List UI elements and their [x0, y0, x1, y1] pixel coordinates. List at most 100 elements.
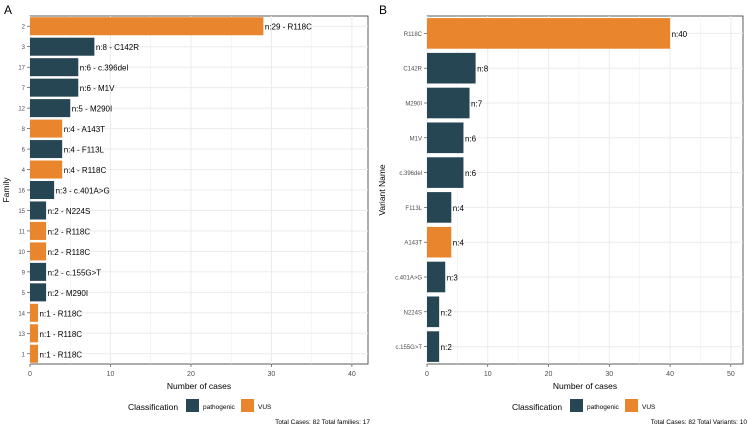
- x-tick-label: 20: [187, 371, 195, 378]
- legend-title: Classification: [512, 402, 562, 412]
- bar: [30, 140, 63, 159]
- y-tick-label: 14: [18, 311, 25, 317]
- x-axis-title: Number of cases: [553, 381, 617, 391]
- y-tick-label: 1: [22, 352, 26, 358]
- y-tick-label: c.396del: [399, 171, 422, 177]
- footnote: Total Cases: 82 Total Variants: 10: [651, 419, 748, 426]
- data-label: n:8: [477, 65, 489, 74]
- bar: [30, 160, 63, 179]
- footnote: Total Cases: 82 Total families: 17: [275, 419, 370, 426]
- y-tick-label: 13: [18, 332, 25, 338]
- bar: [30, 180, 55, 200]
- bar: [30, 201, 47, 220]
- x-axis-title: Number of cases: [167, 381, 231, 391]
- bar: [427, 192, 452, 223]
- bar: [427, 18, 671, 49]
- legend-swatch: [186, 399, 199, 412]
- data-label: n:6 - M1V: [80, 84, 115, 93]
- bar: [30, 324, 39, 343]
- legend-swatch: [625, 399, 638, 412]
- y-tick-label: M1V: [410, 136, 422, 142]
- bar: [427, 157, 464, 188]
- y-tick-label: c.401A>G: [395, 276, 422, 282]
- legend-label: VUS: [258, 404, 272, 411]
- y-tick-label: 6: [22, 148, 26, 154]
- data-label: n:2 - N224S: [48, 207, 91, 216]
- y-tick-label: 10: [18, 250, 25, 256]
- chart-panel-b: Bn:40R118Cn:8C142Rn:7M290In:6M1Vn:6c.396…: [377, 3, 748, 426]
- y-tick-label: 17: [18, 66, 25, 72]
- legend-label: pathogenic: [587, 404, 620, 411]
- data-label: n:2 - c.155G>T: [48, 268, 102, 277]
- data-label: n:4: [453, 204, 465, 213]
- data-label: n:2: [441, 343, 453, 352]
- data-label: n:4 - R118C: [64, 166, 107, 175]
- y-tick-label: 12: [18, 107, 25, 113]
- y-tick-label: 5: [22, 291, 26, 297]
- bar: [30, 221, 47, 240]
- data-label: n:4: [453, 239, 465, 248]
- data-label: n:2 - R118C: [48, 248, 91, 257]
- x-tick-label: 40: [348, 371, 356, 378]
- bar: [427, 226, 452, 258]
- bar: [427, 261, 446, 293]
- y-axis-title: Family: [1, 177, 11, 203]
- y-tick-label: 4: [22, 168, 26, 174]
- bar: [30, 262, 47, 281]
- data-label: n:2 - M290I: [48, 289, 88, 298]
- plot-area: [426, 15, 744, 365]
- x-tick-label: 0: [28, 371, 32, 378]
- data-label: n:7: [471, 100, 483, 109]
- data-label: n:29 - R118C: [265, 23, 312, 32]
- chart-panel-a: An:29 - R118C 2 n:8 - C142R 3 n:6 - c.396del…: [1, 3, 370, 426]
- x-tick-label: 30: [268, 371, 276, 378]
- y-tick-label: 8: [22, 127, 26, 133]
- data-label: n:1 - R118C: [40, 330, 83, 339]
- bar: [30, 283, 47, 302]
- panel-label: A: [4, 3, 12, 17]
- bar: [30, 37, 95, 56]
- y-tick-label: 7: [22, 86, 26, 92]
- y-tick-label: 16: [18, 189, 25, 195]
- y-tick-label: N224S: [404, 310, 422, 316]
- data-label: n:3: [447, 274, 459, 283]
- data-label: n:6: [465, 169, 477, 178]
- legend-label: pathogenic: [203, 404, 236, 411]
- bar: [30, 78, 79, 97]
- bar: [427, 87, 470, 119]
- data-label: n:2 - R118C: [48, 227, 91, 236]
- data-label: n:1 - R118C: [40, 309, 83, 318]
- x-tick-label: 0: [425, 371, 429, 378]
- data-label: n:40: [672, 30, 688, 39]
- bar: [30, 58, 79, 77]
- data-label: n:5 - M290I: [72, 105, 112, 114]
- x-tick-label: 10: [484, 371, 492, 378]
- data-label: n:6 - c.396del: [80, 64, 129, 73]
- bar: [30, 303, 39, 322]
- panel-label: B: [379, 3, 387, 17]
- y-tick-label: 11: [19, 229, 26, 235]
- data-label: n:4 - A143T: [64, 125, 105, 134]
- x-tick-label: 20: [545, 371, 553, 378]
- bar: [427, 52, 476, 84]
- legend-label: VUS: [642, 404, 656, 411]
- y-axis-title: Variant Name: [377, 164, 387, 216]
- x-tick-label: 40: [666, 371, 674, 378]
- data-label: n:6: [465, 134, 477, 143]
- x-tick-label: 10: [107, 371, 115, 378]
- y-tick-label: F113L: [405, 206, 422, 212]
- legend-title: Classification: [128, 402, 178, 412]
- bar: [30, 99, 71, 118]
- y-tick-label: 9: [22, 270, 26, 276]
- bar: [30, 242, 47, 261]
- legend-swatch: [241, 399, 254, 412]
- data-label: n:8 - C142R: [96, 43, 139, 52]
- y-tick-label: M290I: [405, 102, 422, 108]
- data-label: n:2: [441, 308, 453, 317]
- bar: [427, 296, 440, 328]
- y-tick-label: 15: [18, 209, 25, 215]
- x-tick-label: 50: [727, 371, 735, 378]
- data-label: n:3 - c.401A>G: [56, 187, 110, 196]
- y-tick-label: c.155G>T: [395, 345, 422, 351]
- data-label: n:1 - R118C: [40, 350, 83, 359]
